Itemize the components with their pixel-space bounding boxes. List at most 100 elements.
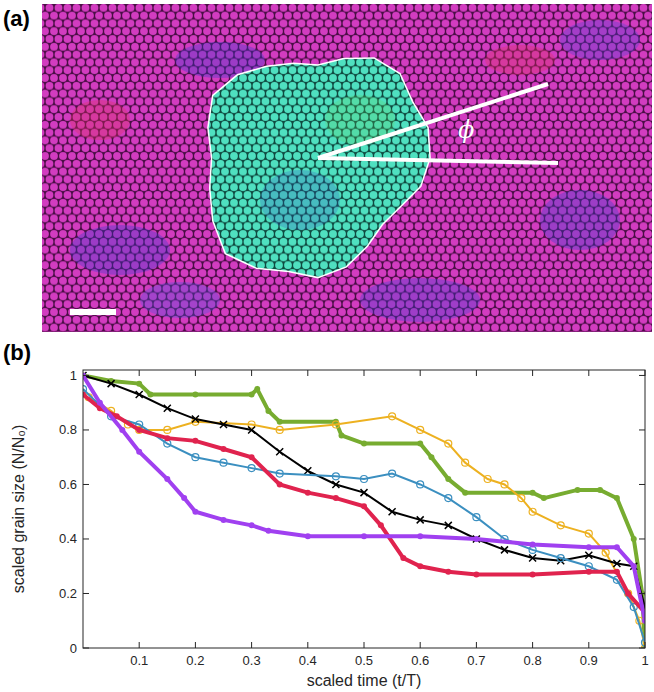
x-tick — [139, 642, 140, 648]
x-tick-label: 1 — [641, 653, 648, 668]
misoriented-patch — [70, 225, 170, 275]
data-point — [445, 495, 452, 502]
data-point — [473, 535, 480, 542]
data-point — [221, 446, 227, 452]
x-tick — [195, 370, 196, 376]
y-tick — [639, 375, 645, 376]
x-tick-label: 0.8 — [524, 653, 542, 668]
data-point — [445, 476, 451, 482]
data-point — [220, 421, 227, 428]
data-point — [304, 467, 311, 474]
panel-label: (a) — [3, 6, 30, 31]
data-area — [83, 372, 645, 648]
data-point — [248, 426, 255, 433]
x-tick — [588, 370, 589, 376]
x-tick-label: 0.5 — [355, 653, 373, 668]
angle-ray — [318, 158, 558, 163]
data-point — [333, 495, 339, 501]
data-point — [164, 435, 170, 441]
figure: ϕ(a)(b)0.10.20.30.40.50.60.70.80.9100.20… — [0, 0, 654, 692]
data-point — [389, 508, 396, 515]
data-point — [389, 413, 396, 420]
y-tick-label: 1 — [70, 368, 77, 383]
data-point — [613, 560, 620, 567]
data-point — [276, 426, 283, 433]
x-tick — [307, 642, 308, 648]
series-line — [89, 397, 645, 648]
plot-area — [83, 370, 645, 648]
data-point — [614, 569, 620, 575]
data-point — [361, 533, 367, 539]
micrograph — [42, 4, 652, 332]
data-point — [445, 569, 451, 575]
data-point — [192, 392, 198, 398]
data-point — [108, 380, 115, 387]
x-tick — [476, 370, 477, 376]
data-point — [642, 639, 646, 646]
data-point — [221, 517, 227, 523]
y-tick — [83, 484, 89, 485]
data-point — [361, 476, 368, 483]
x-tick — [139, 370, 140, 376]
x-tick-label: 0.1 — [130, 653, 148, 668]
data-point — [417, 516, 424, 523]
y-tick — [83, 429, 89, 430]
data-point — [97, 400, 103, 406]
data-point — [530, 490, 536, 496]
y-tick — [639, 484, 645, 485]
y-tick-label: 0.8 — [59, 422, 77, 437]
data-point — [501, 481, 508, 488]
data-point — [147, 392, 153, 398]
data-point — [473, 536, 479, 542]
data-point — [136, 391, 143, 398]
data-point — [530, 571, 536, 577]
data-point — [136, 449, 142, 455]
data-point — [529, 508, 536, 515]
data-point — [164, 440, 171, 447]
data-point — [305, 490, 311, 496]
data-point — [586, 544, 592, 550]
data-point — [529, 555, 536, 562]
y-tick — [83, 375, 89, 376]
data-point — [136, 427, 142, 433]
data-point — [361, 441, 367, 447]
scale-bar — [70, 309, 116, 315]
data-point — [501, 546, 508, 553]
x-tick — [307, 370, 308, 376]
data-point — [400, 555, 406, 561]
data-point — [530, 541, 536, 547]
data-point — [332, 421, 339, 428]
angle-label: ϕ — [458, 116, 474, 144]
series-line — [83, 375, 645, 620]
misoriented-patch — [360, 278, 480, 322]
misoriented-patch — [70, 100, 130, 140]
data-point — [529, 546, 536, 553]
x-tick — [476, 642, 477, 648]
data-point — [625, 590, 631, 596]
x-tick — [195, 642, 196, 648]
x-tick — [532, 370, 533, 376]
data-point — [417, 533, 423, 539]
data-point — [249, 454, 255, 460]
data-point — [277, 481, 283, 487]
data-point — [541, 495, 547, 501]
data-point — [585, 563, 592, 570]
data-point — [557, 522, 564, 529]
x-tick-label: 0.7 — [467, 653, 485, 668]
data-point — [484, 476, 491, 483]
matrix-grain — [42, 4, 652, 332]
misoriented-patch — [485, 45, 555, 75]
data-point — [164, 405, 171, 412]
data-point — [389, 470, 396, 477]
data-point — [265, 408, 271, 414]
plot-frame — [83, 370, 645, 648]
y-tick-label: 0.4 — [59, 531, 77, 546]
data-point — [276, 470, 283, 477]
y-tick-label: 0.2 — [59, 586, 77, 601]
data-point — [473, 571, 479, 577]
data-point — [417, 563, 423, 569]
y-axis-title: scaled grain size (N/N₀) — [10, 425, 27, 593]
data-point — [575, 487, 581, 493]
y-tick — [83, 648, 89, 649]
series-line — [83, 389, 645, 642]
